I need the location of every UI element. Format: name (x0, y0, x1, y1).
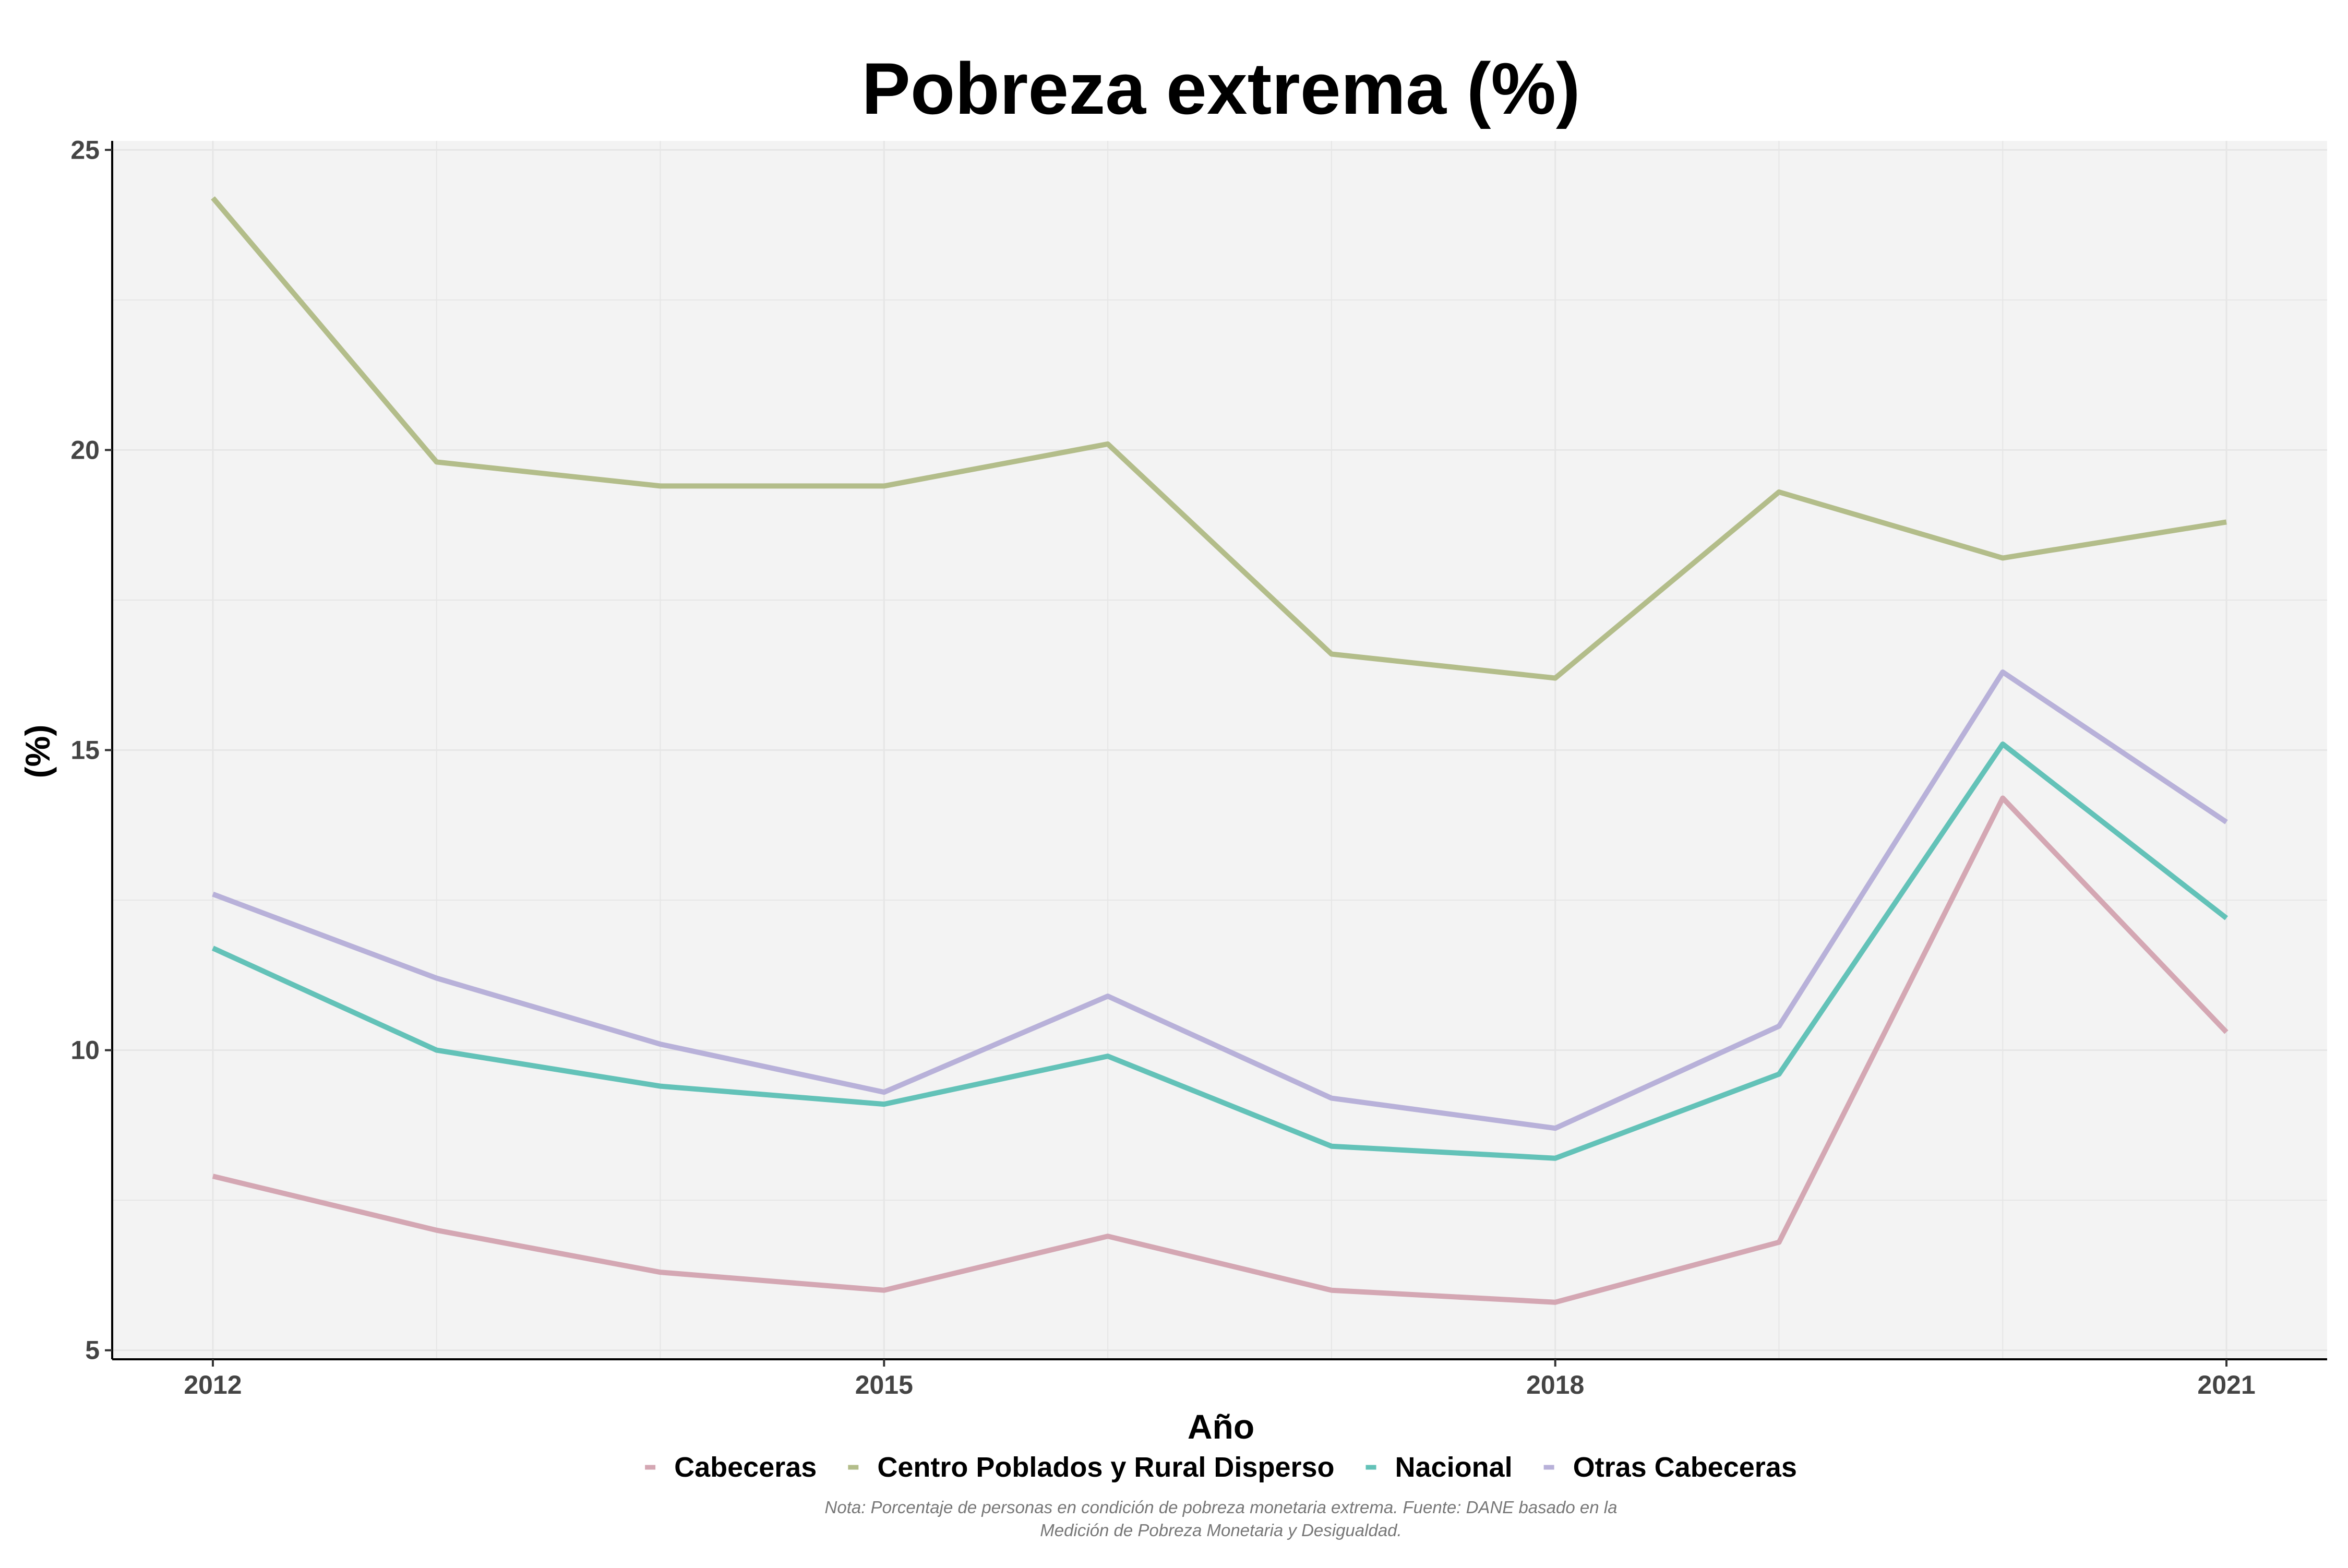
y-axis-title: (%) (18, 725, 57, 779)
series-line-nacional (211, 741, 2229, 1161)
plot-area: 5 10 15 20 25 2012 2015 2018 2021 (70, 135, 2327, 1399)
x-tick-label: 2018 (1526, 1370, 1584, 1399)
note-line-1: Nota: Porcentaje de personas en condició… (825, 1498, 1618, 1517)
x-axis-title: Año (1188, 1407, 1254, 1446)
legend-label-otras-cabeceras: Otras Cabeceras (1573, 1452, 1797, 1483)
series-line-otras-cabeceras (212, 669, 2228, 1131)
series-line-centro-poblados-y-rural-disperso (211, 196, 2227, 681)
y-tick-label: 25 (70, 135, 100, 164)
legend-label-cabeceras: Cabeceras (674, 1452, 817, 1483)
series-line-cabeceras (212, 795, 2229, 1305)
y-tick-label: 15 (70, 736, 100, 765)
legend-label-centro-poblados-y-rural-disperso: Centro Poblados y Rural Disperso (877, 1452, 1334, 1483)
chart-title: Pobreza extrema (%) (861, 47, 1580, 129)
note-line-2: Medición de Pobreza Monetaria y Desigual… (1040, 1521, 1401, 1540)
legend: Cabeceras Centro Poblados y Rural Dispers… (645, 1452, 1797, 1483)
x-tick-label: 2012 (184, 1370, 242, 1399)
y-tick-label: 5 (85, 1336, 100, 1365)
legend-label-nacional: Nacional (1395, 1452, 1513, 1483)
x-tick-label: 2021 (2197, 1370, 2255, 1399)
y-tick-label: 10 (70, 1036, 100, 1065)
y-tick-label: 20 (70, 435, 100, 464)
x-tick-label: 2015 (855, 1370, 913, 1399)
